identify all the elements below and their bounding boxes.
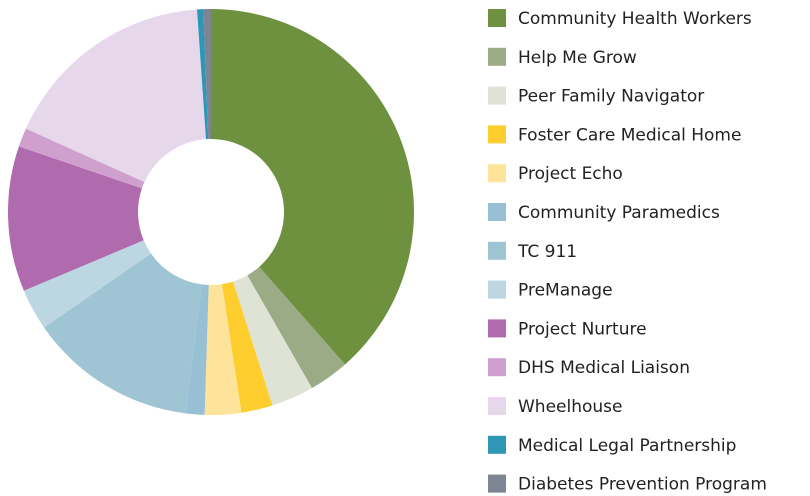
legend-label: Peer Family Navigator <box>518 87 704 107</box>
legend-swatch <box>488 435 506 454</box>
donut-slice <box>211 9 414 365</box>
legend-label: TC 911 <box>517 242 577 262</box>
donut-slice <box>233 275 312 406</box>
legend-swatch <box>488 203 506 221</box>
legend-swatch <box>488 86 506 105</box>
legend-swatch <box>488 397 506 415</box>
donut-slice <box>18 128 145 189</box>
donut-slice <box>185 284 209 415</box>
legend-swatch <box>488 358 506 377</box>
legend-swatch <box>488 164 506 183</box>
legend-label: Foster Care Medical Home <box>518 125 741 145</box>
donut-slice <box>221 281 273 413</box>
legend-label: Wheelhouse <box>518 397 623 417</box>
legend-label: Diabetes Prevention Program <box>518 475 767 495</box>
donut-slice <box>44 253 202 414</box>
donut-slice <box>247 266 346 389</box>
donut-slice <box>204 284 242 416</box>
legend-label: Medical Legal Partnership <box>518 436 736 456</box>
legend-swatch <box>488 9 506 27</box>
legend-label: PreManage <box>518 281 613 301</box>
legend-swatch <box>488 241 506 260</box>
legend-label: Community Paramedics <box>518 203 720 223</box>
donut-slice <box>197 9 209 140</box>
legend-label: Project Echo <box>518 164 623 184</box>
legend-label: Help Me Grow <box>518 48 637 68</box>
legend-label: Project Nurture <box>518 319 647 339</box>
legend-swatch <box>488 474 506 493</box>
legend-swatch <box>488 280 506 299</box>
donut-slice <box>8 146 144 291</box>
donut-slice <box>203 9 211 140</box>
legend-swatch <box>488 47 506 66</box>
donut-slice <box>25 9 206 183</box>
legend-label: Community Health Workers <box>518 9 752 29</box>
donut-slice <box>23 240 151 328</box>
legend-swatch <box>488 125 506 144</box>
legend-swatch <box>488 319 506 338</box>
legend-label: DHS Medical Liaison <box>518 358 690 378</box>
